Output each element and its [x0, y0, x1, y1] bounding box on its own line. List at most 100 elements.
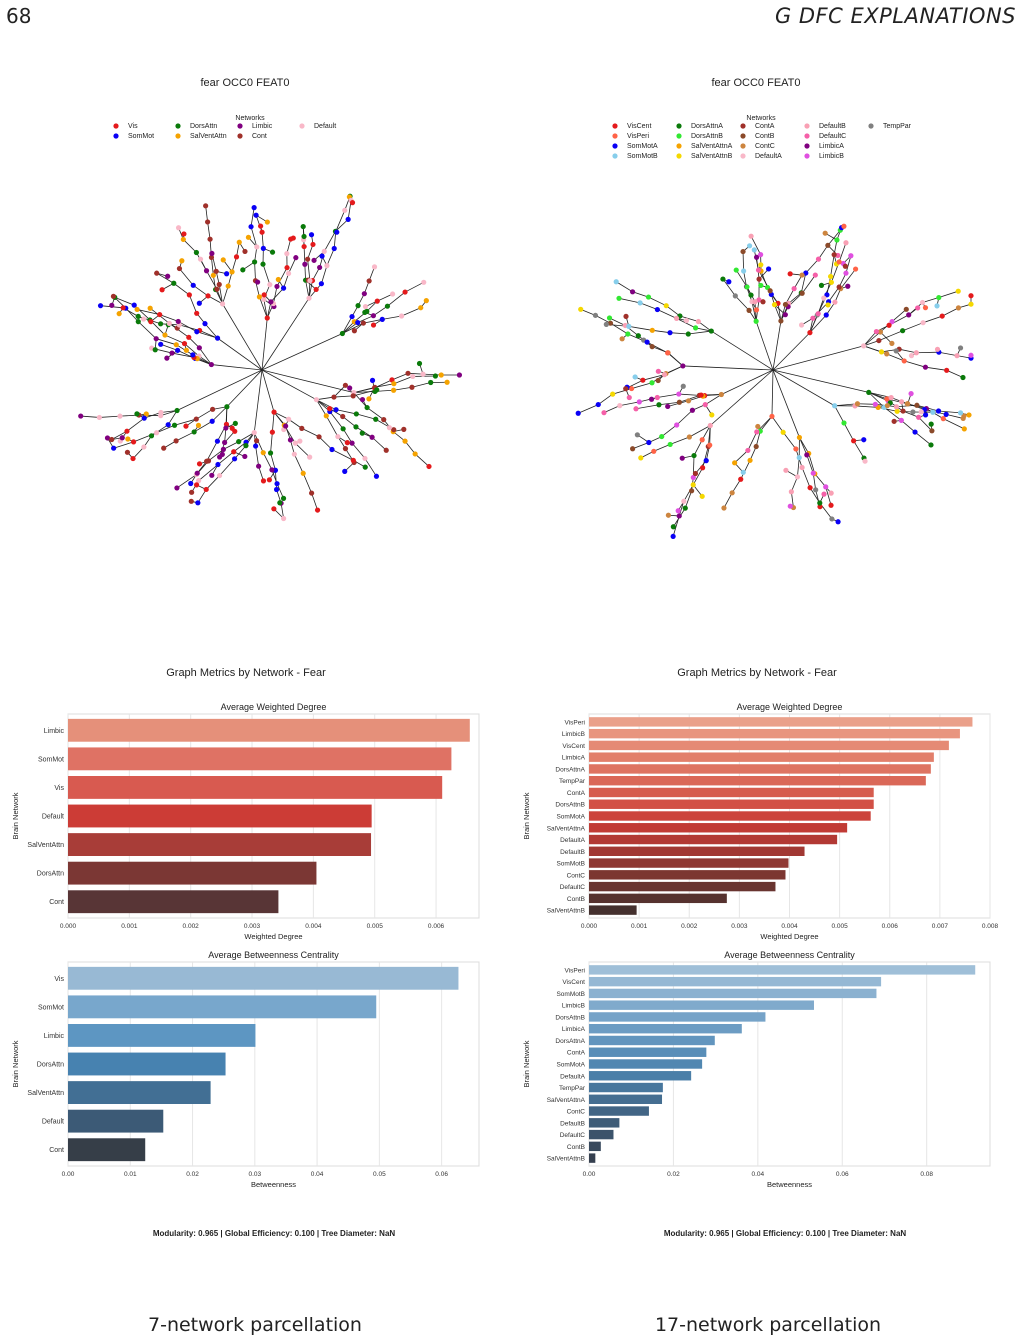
tree-edge — [411, 382, 431, 388]
tree-edge — [801, 274, 816, 294]
tree-node — [625, 331, 631, 337]
legend-swatch — [740, 123, 746, 129]
tree-node — [616, 295, 622, 301]
tree-node — [827, 273, 834, 280]
tree-node — [347, 385, 353, 391]
tree-edge — [173, 282, 190, 296]
tree-edge — [619, 401, 640, 406]
tree-edge — [261, 297, 310, 371]
tree-edge — [828, 286, 840, 302]
tree-node — [756, 297, 762, 303]
tree-node — [210, 272, 216, 278]
tree-edge — [639, 397, 658, 403]
tree-node — [606, 315, 613, 321]
tree-node — [220, 257, 226, 263]
tree-node — [755, 267, 762, 273]
betweenness-chart-category-label: LimbicB — [562, 1003, 585, 1010]
degree-chart-category-label: DefaultA — [560, 837, 586, 844]
legend-item: Default — [314, 123, 336, 130]
tree-edge — [335, 219, 349, 232]
tree-edge — [179, 268, 194, 286]
betweenness-chart-bar — [589, 976, 882, 987]
tree-edge — [211, 406, 228, 422]
tree-node — [345, 216, 351, 222]
tree-node — [329, 446, 335, 453]
tree-edge — [695, 327, 712, 332]
tree-node — [592, 312, 599, 318]
tree-edge — [922, 297, 939, 303]
legend-swatch — [612, 153, 618, 159]
tree-node — [667, 330, 673, 336]
tree-node — [351, 328, 358, 334]
tree-edge — [316, 399, 337, 411]
tree-node — [740, 469, 746, 475]
tree-edge — [270, 452, 276, 471]
tree-edge — [199, 347, 212, 365]
tree-edge — [356, 413, 376, 420]
legend-swatch — [175, 123, 181, 129]
tree-node — [216, 281, 222, 288]
tree-edge — [333, 395, 354, 398]
degree-chart-xlabel: Weighted Degree — [244, 932, 302, 941]
tree-node — [245, 234, 252, 240]
betweenness-chart-xlabel: Betweenness — [767, 1180, 812, 1189]
tree-edge — [156, 272, 174, 284]
tree-node — [780, 429, 786, 435]
tree-edge — [698, 321, 712, 332]
legend-swatch — [612, 123, 618, 129]
betweenness-chart-bar — [589, 1129, 614, 1140]
tree-edge — [753, 249, 759, 271]
tree-node — [196, 478, 202, 484]
tree-node — [444, 379, 450, 385]
tree-node — [307, 454, 313, 460]
tree-node — [575, 410, 581, 416]
tree-node — [271, 409, 277, 415]
tree-node — [708, 328, 714, 334]
tree-edge — [176, 369, 263, 411]
tree-node — [832, 299, 838, 305]
tree-node — [267, 450, 274, 456]
tree-node — [825, 302, 831, 308]
tree-edge — [414, 453, 430, 467]
tree-node — [421, 279, 427, 285]
tree-node — [331, 394, 337, 400]
tree-edge — [711, 330, 774, 371]
tree-node — [390, 291, 396, 297]
tree-node — [603, 321, 609, 327]
tree-edge — [160, 343, 178, 351]
tree-node — [194, 329, 200, 335]
betweenness-chart-category-label: ContB — [567, 1144, 585, 1151]
tree-node — [798, 322, 805, 328]
tree-node — [229, 269, 235, 275]
tree-node — [224, 404, 230, 410]
tree-node — [656, 402, 662, 408]
tree-node — [648, 396, 655, 402]
tree-node — [741, 268, 747, 274]
tree-node — [676, 399, 683, 405]
tree-node — [203, 486, 209, 493]
tree-node — [285, 270, 292, 277]
legend-item: TempPar — [883, 123, 912, 130]
tree-node — [157, 311, 163, 318]
tree-node — [721, 505, 727, 511]
tree-node — [186, 334, 192, 340]
tree-node — [189, 489, 195, 495]
tree-node — [685, 398, 692, 404]
tree-edge — [404, 281, 424, 293]
tree-edge — [261, 369, 354, 393]
tree-edge — [295, 442, 310, 458]
degree-chart-title: Average Weighted Degree — [737, 702, 843, 712]
degree-chart-ylabel: Brain Network — [11, 792, 20, 839]
tree-edge — [653, 444, 671, 452]
tree-node — [340, 426, 346, 432]
tree-node — [920, 320, 926, 326]
tree-node — [215, 461, 221, 468]
tree-node — [432, 373, 439, 379]
legend-swatch — [676, 133, 682, 139]
tree-node — [311, 257, 317, 263]
tree-node — [854, 401, 861, 407]
tree-edge — [114, 297, 135, 306]
tree-node — [258, 223, 264, 229]
tree-node — [760, 299, 766, 305]
tree-node — [829, 516, 835, 522]
